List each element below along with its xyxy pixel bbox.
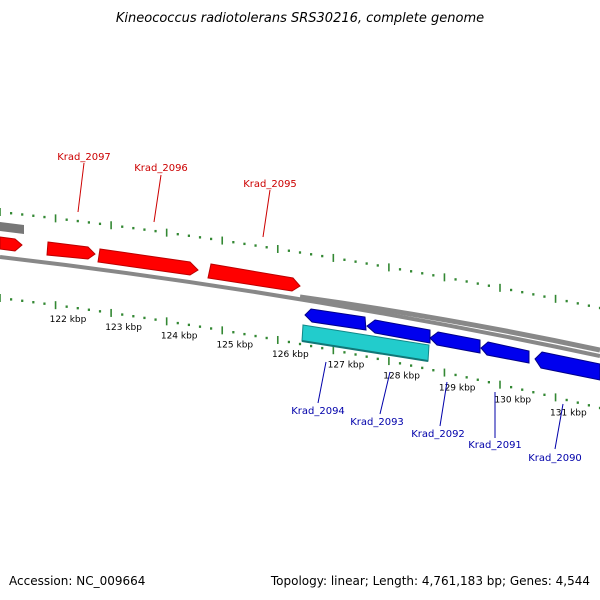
- leader-krad-2095: [262, 189, 271, 238]
- reverse-gene-labels: Krad_2094 Krad_2093 Krad_2092 Krad_2091 …: [291, 361, 582, 464]
- gene-label-krad-2097[interactable]: Krad_2097: [57, 152, 111, 163]
- reverse-gene-krad-2092[interactable]: [429, 331, 481, 354]
- scale-label: 130 kbp: [494, 396, 531, 406]
- reverse-gene-krad-2094[interactable]: [304, 308, 367, 331]
- forward-gene-krad-2097[interactable]: [46, 241, 96, 260]
- scale-label: 127 kbp: [328, 361, 365, 371]
- forward-gene-labels: Krad_2097 Krad_2096 Krad_2095: [57, 152, 297, 238]
- leader-krad-2093: [379, 371, 391, 415]
- gene-label-krad-2091[interactable]: Krad_2091: [468, 440, 522, 451]
- scale-label: 122 kbp: [50, 315, 87, 325]
- forward-strand: [0, 236, 301, 292]
- leader-krad-2094: [317, 361, 327, 404]
- summary-text: Topology: linear; Length: 4,761,183 bp; …: [270, 574, 590, 588]
- reverse-gene-krad-2093[interactable]: [366, 319, 431, 344]
- forward-gene-krad-2097-partial: [0, 236, 23, 252]
- outer-tick-row: [0, 208, 600, 310]
- forward-gene-krad-2096[interactable]: [97, 248, 199, 276]
- accession-text: Accession: NC_009664: [9, 574, 145, 588]
- genome-backbone-outer: [299, 294, 600, 353]
- backbone-upper-segment: [0, 222, 24, 234]
- reverse-gene-krad-2091[interactable]: [480, 341, 530, 364]
- scale-label: 129 kbp: [439, 383, 476, 393]
- scale-label: 124 kbp: [161, 331, 198, 341]
- gene-label-krad-2092[interactable]: Krad_2092: [411, 429, 465, 440]
- scale-label: 131 kbp: [550, 408, 587, 418]
- gene-label-krad-2096[interactable]: Krad_2096: [134, 163, 188, 174]
- scale-label: 126 kbp: [272, 350, 309, 360]
- leader-krad-2090: [554, 403, 564, 450]
- scale-label: 128 kbp: [383, 372, 420, 382]
- reverse-strand: [301, 308, 600, 381]
- gene-label-krad-2095[interactable]: Krad_2095: [243, 179, 297, 190]
- gene-label-krad-2090[interactable]: Krad_2090: [528, 453, 582, 464]
- leader-krad-2097: [77, 162, 85, 213]
- genome-backbone: [0, 255, 600, 358]
- leader-krad-2092: [439, 381, 448, 427]
- reverse-gene-krad-2090[interactable]: [534, 351, 600, 381]
- scale-label: 123 kbp: [105, 323, 142, 333]
- rna-gene-shadow: [301, 340, 429, 362]
- inner-tick-row: [0, 294, 600, 410]
- leader-krad-2096: [153, 174, 162, 223]
- gene-label-krad-2093[interactable]: Krad_2093: [350, 417, 404, 428]
- gene-label-krad-2094[interactable]: Krad_2094: [291, 406, 345, 417]
- scale-labels: 122 kbp 123 kbp 124 kbp 125 kbp 126 kbp 127 k…: [50, 315, 587, 419]
- map-title: Kineococcus radiotolerans SRS30216, comp…: [116, 11, 484, 26]
- scale-label: 125 kbp: [216, 340, 253, 350]
- forward-gene-krad-2095[interactable]: [207, 263, 301, 292]
